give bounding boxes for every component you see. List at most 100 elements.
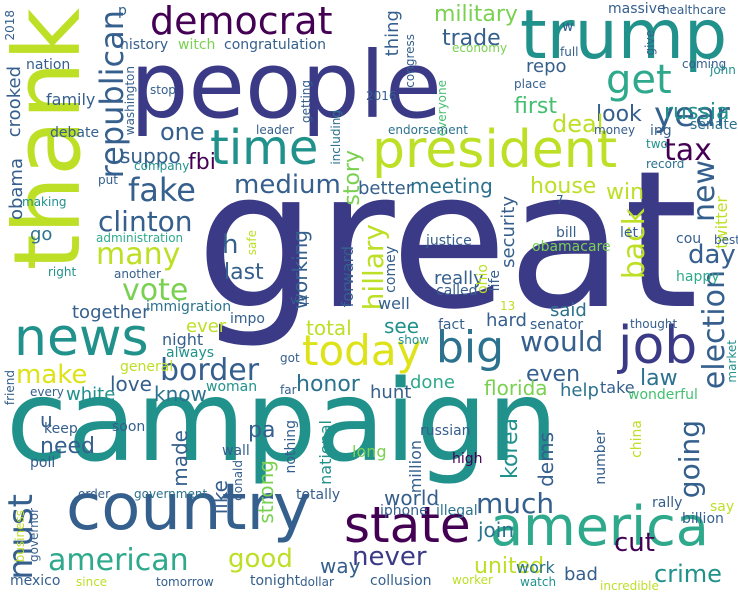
word-day: day (688, 240, 736, 270)
word-deal: deal (552, 110, 604, 138)
word-cut: cut (614, 528, 655, 558)
word-great: great (196, 130, 699, 351)
word-tonight: tonight (250, 573, 301, 589)
word-thing: thing (382, 10, 403, 57)
word-called: called (436, 283, 478, 299)
word-china: china (629, 420, 645, 458)
word-worker: worker (452, 573, 493, 587)
word-trade: trade (442, 26, 501, 51)
word-made: made (168, 430, 192, 487)
word-house: house (530, 174, 597, 199)
word-first: first (514, 94, 557, 119)
word-u: u (40, 408, 53, 432)
word-obama: obama (6, 158, 27, 221)
word-bill: bill (556, 225, 577, 241)
word-big: big (436, 322, 505, 373)
word-high: high (452, 451, 483, 467)
word-better: better (358, 178, 414, 199)
word-thought: thought (630, 317, 678, 331)
word-clinton: clinton (98, 205, 193, 238)
word-soon: soon (112, 419, 146, 435)
word-help: help (560, 380, 599, 401)
word-nation: nation (26, 57, 71, 73)
word-another: another (114, 267, 161, 281)
word-stop: stop (150, 83, 176, 97)
word-news: news (14, 308, 149, 368)
word-strong: strong (254, 460, 278, 524)
word-tax: tax (664, 133, 712, 168)
word-get: get (606, 57, 672, 103)
word-making: making (22, 195, 67, 209)
word-right: right (48, 265, 77, 279)
word-state: state (344, 496, 471, 554)
word-company: company (134, 159, 190, 173)
word-money: money (594, 123, 636, 137)
word-going: going (673, 420, 706, 499)
word-military: military (434, 2, 518, 27)
word-history: history (120, 37, 169, 53)
word-ever: ever (186, 316, 227, 337)
word-dems: dems (534, 432, 558, 487)
word-well: well (378, 294, 410, 313)
word-need: need (40, 434, 95, 459)
word-vet: vet (290, 293, 310, 307)
word-done: done (410, 372, 455, 393)
word-cou: cou (676, 231, 702, 247)
word-far: far (280, 383, 297, 397)
word-security: security (498, 196, 519, 268)
word-full: full (560, 45, 579, 59)
word-woman: woman (206, 379, 258, 395)
word-korea: korea (498, 418, 523, 479)
word-w: w (562, 19, 574, 35)
word-13: 13 (500, 299, 516, 313)
word-make: make (16, 360, 88, 390)
word-love: love (110, 372, 152, 396)
word-said: said (550, 300, 587, 321)
word-collusion: collusion (370, 573, 432, 589)
word-russian: russian (420, 423, 471, 439)
word-7: 7 (556, 193, 564, 207)
word-never: never (352, 542, 427, 572)
word-pa: pa (248, 418, 276, 443)
word-p: p (118, 3, 127, 19)
word-win: win (606, 180, 645, 205)
word-economy: economy (452, 41, 508, 55)
word-business: business (13, 510, 27, 563)
word-say: say (710, 499, 735, 515)
word-people: people (130, 32, 442, 139)
word-incredible: incredible (600, 579, 659, 593)
word-life: life (487, 270, 503, 292)
word-border: border (160, 353, 260, 388)
word-russia: russia (664, 100, 730, 125)
word-put: put (98, 173, 118, 187)
word-law: law (640, 366, 678, 391)
word-let: let (620, 225, 638, 241)
word-comey: comey (383, 246, 399, 293)
word-donald: donald (231, 460, 245, 501)
word-president: president (372, 120, 618, 180)
word-vote: vote (122, 273, 189, 308)
word-even: even (526, 362, 581, 387)
word-year: year (654, 95, 730, 135)
word-coming: coming (682, 57, 727, 71)
word-suppo: suppo (120, 144, 181, 168)
word-always: always (166, 345, 215, 361)
word-night: night (162, 330, 204, 349)
word-record: record (646, 157, 685, 171)
word-number: number (593, 430, 609, 485)
word-way: way (320, 554, 361, 578)
word-debate: debate (50, 125, 100, 141)
word-country: country (66, 471, 311, 545)
word-h: h (222, 230, 239, 260)
word-go: go (30, 224, 53, 245)
word-united: united (474, 554, 545, 579)
word-friend: friend (3, 370, 17, 406)
word-every: every (30, 385, 64, 399)
word-see: see (384, 314, 420, 338)
word-senator: senator (530, 317, 584, 333)
word-including: including (329, 110, 343, 165)
word-good: good (228, 544, 293, 574)
word-senate: senate (690, 117, 738, 133)
word-safe: safe (245, 230, 259, 256)
word-work: work (516, 558, 555, 577)
